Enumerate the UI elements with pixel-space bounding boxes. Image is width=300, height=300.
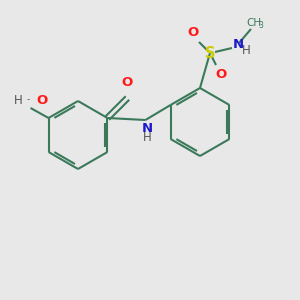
Text: N: N bbox=[232, 38, 244, 52]
Text: O: O bbox=[122, 76, 133, 89]
Text: N: N bbox=[142, 122, 153, 135]
Text: O: O bbox=[37, 94, 48, 106]
Text: H: H bbox=[14, 94, 22, 106]
Text: 3: 3 bbox=[259, 22, 263, 31]
Text: H: H bbox=[242, 44, 250, 56]
Text: O: O bbox=[188, 26, 199, 38]
Text: S: S bbox=[205, 46, 215, 61]
Text: -: - bbox=[27, 95, 30, 104]
Text: H: H bbox=[143, 131, 152, 144]
Text: CH: CH bbox=[246, 18, 262, 28]
Text: O: O bbox=[215, 68, 226, 80]
